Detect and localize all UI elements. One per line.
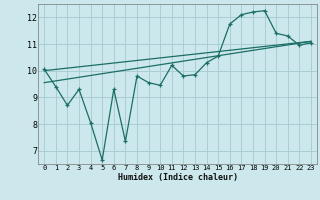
X-axis label: Humidex (Indice chaleur): Humidex (Indice chaleur) — [118, 173, 238, 182]
